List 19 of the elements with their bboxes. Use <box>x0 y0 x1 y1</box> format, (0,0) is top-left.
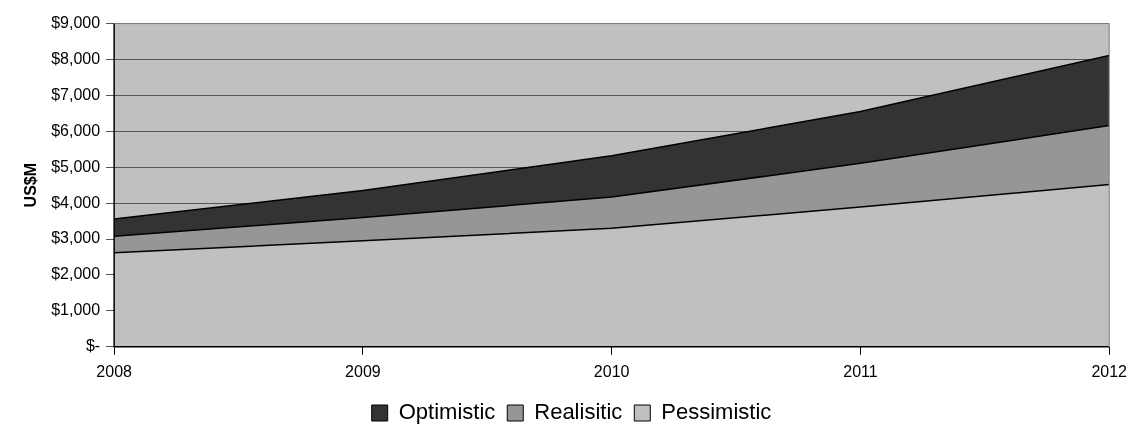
y-tick-label: $- <box>85 337 101 355</box>
y-tick-label: $8,000 <box>51 49 101 67</box>
x-tick-label: 2009 <box>345 362 381 380</box>
legend-label: Optimistic <box>398 399 496 425</box>
y-tick-label: $9,000 <box>51 14 101 32</box>
y-tick-label: $7,000 <box>51 85 101 103</box>
x-tick-label: 2011 <box>843 362 878 380</box>
legend-label: Realisitic <box>534 399 623 425</box>
y-tick-label: $5,000 <box>51 157 101 175</box>
y-tick-label: $3,000 <box>51 229 101 247</box>
y-tick-label: $4,000 <box>51 193 101 211</box>
y-axis-title: US$M <box>22 162 40 208</box>
y-tick-label: $6,000 <box>51 121 101 139</box>
x-tick-label: 2012 <box>1091 362 1128 380</box>
x-tick-label: 2010 <box>593 362 630 380</box>
legend-label: Pessimistic <box>661 399 772 425</box>
y-tick-label: $1,000 <box>51 301 101 319</box>
y-tick-label: $2,000 <box>51 265 101 283</box>
x-tick-label: 2008 <box>96 362 133 380</box>
